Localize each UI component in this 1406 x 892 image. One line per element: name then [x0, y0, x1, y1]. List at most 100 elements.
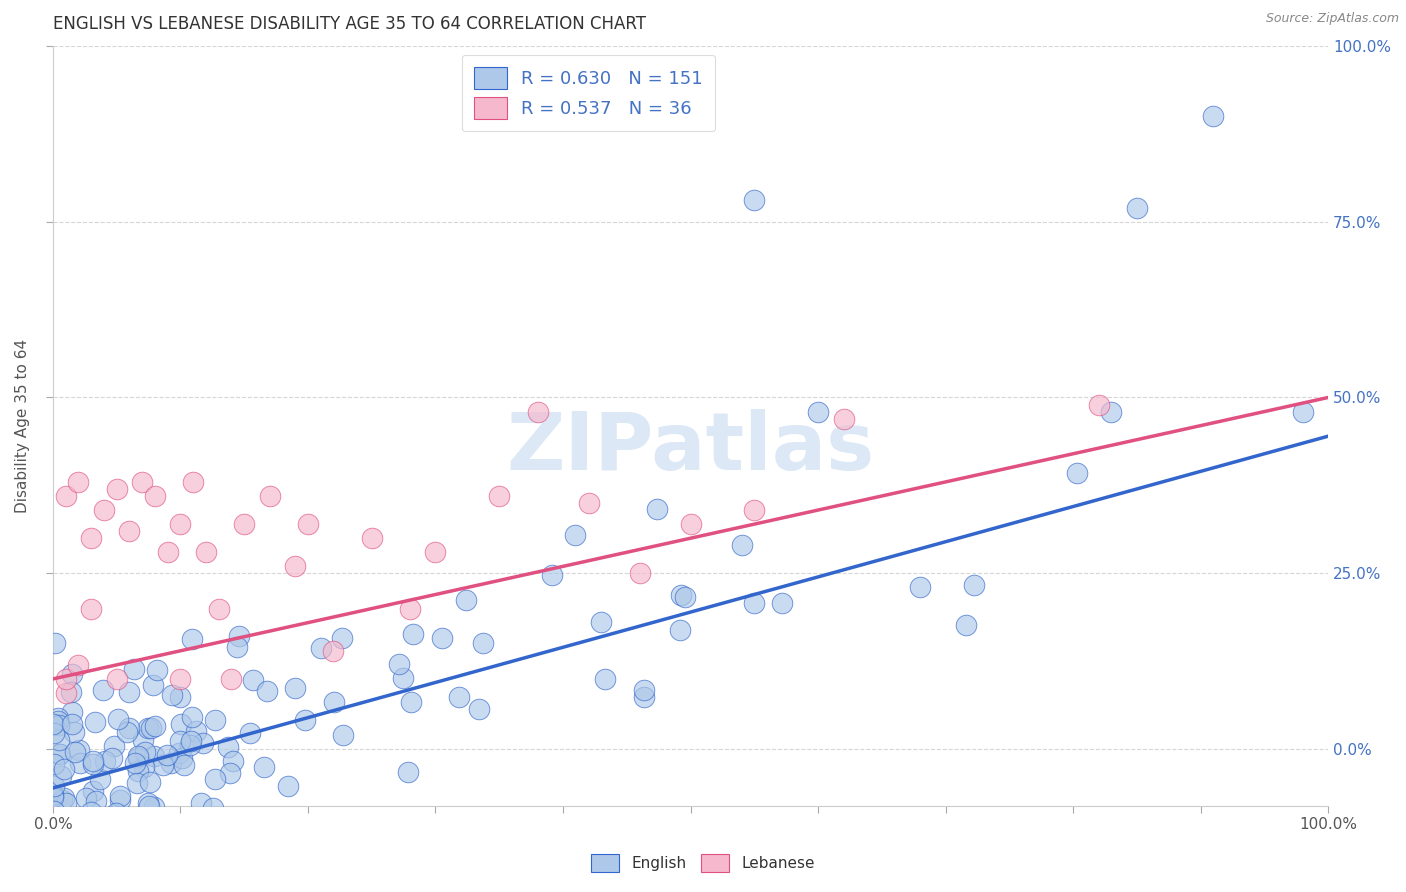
Point [155, 747, 177, 762]
Point [173, 758, 195, 772]
Point [633, 683, 655, 698]
Point [181, 475, 204, 489]
Point [1099, 404, 1122, 418]
Point [472, 636, 495, 650]
Point [82, 784, 104, 798]
Point [169, 672, 191, 686]
Point [284, 681, 307, 695]
Point [963, 578, 986, 592]
Point [143, 489, 166, 503]
Point [156, 545, 179, 559]
Point [105, 806, 128, 821]
Point [69, 847, 91, 862]
Point [191, 736, 214, 750]
Y-axis label: Disability Age 35 to 64: Disability Age 35 to 64 [15, 339, 30, 513]
Point [131, 732, 153, 747]
Point [294, 713, 316, 727]
Point [46, 714, 69, 729]
Point [454, 593, 477, 607]
Point [53, 791, 76, 805]
Point [110, 789, 132, 803]
Legend: R = 0.630   N = 151, R = 0.537   N = 36: R = 0.630 N = 151, R = 0.537 N = 36 [461, 54, 716, 131]
Point [60, 717, 83, 731]
Point [160, 688, 183, 702]
Point [138, 799, 160, 814]
Point [46, 847, 69, 862]
Point [322, 644, 344, 658]
Point [204, 772, 226, 786]
Point [172, 750, 194, 764]
Point [910, 580, 932, 594]
Point [589, 615, 612, 629]
Point [742, 596, 765, 610]
Point [51, 793, 73, 807]
Point [468, 702, 491, 716]
Point [256, 684, 278, 698]
Point [42, 726, 65, 740]
Point [136, 796, 159, 810]
Point [48, 733, 70, 747]
Point [49, 747, 72, 761]
Point [55, 686, 77, 700]
Point [284, 559, 307, 574]
Point [214, 812, 236, 826]
Point [201, 801, 224, 815]
Point [105, 482, 128, 496]
Point [118, 722, 141, 736]
Point [170, 716, 193, 731]
Point [124, 756, 146, 770]
Point [108, 792, 131, 806]
Point [66, 847, 89, 862]
Point [226, 640, 249, 655]
Point [399, 695, 422, 709]
Text: ENGLISH VS LEBANESE DISABILITY AGE 35 TO 64 CORRELATION CHART: ENGLISH VS LEBANESE DISABILITY AGE 35 TO… [53, 15, 645, 33]
Point [117, 724, 139, 739]
Point [360, 531, 382, 545]
Point [807, 404, 830, 418]
Point [399, 601, 422, 615]
Point [67, 475, 90, 489]
Point [136, 721, 159, 735]
Point [42, 757, 65, 772]
Point [229, 819, 252, 833]
Point [169, 734, 191, 748]
Point [55, 489, 77, 503]
Point [142, 748, 165, 763]
Point [122, 662, 145, 676]
Point [233, 517, 256, 532]
Point [742, 503, 765, 517]
Point [53, 762, 76, 776]
Point [80, 531, 103, 545]
Legend: English, Lebanese: English, Lebanese [583, 846, 823, 880]
Point [152, 757, 174, 772]
Text: Source: ZipAtlas.com: Source: ZipAtlas.com [1265, 12, 1399, 25]
Point [564, 528, 586, 542]
Point [67, 657, 90, 672]
Point [44, 636, 66, 650]
Point [673, 590, 696, 604]
Text: ZIPatlas: ZIPatlas [506, 409, 875, 487]
Point [75, 791, 97, 805]
Point [98, 810, 121, 824]
Point [48, 718, 70, 732]
Point [204, 713, 226, 727]
Point [526, 404, 548, 418]
Point [69, 847, 91, 862]
Point [402, 627, 425, 641]
Point [396, 764, 419, 779]
Point [169, 517, 191, 532]
Point [181, 709, 204, 723]
Point [167, 747, 190, 761]
Point [90, 831, 112, 846]
Point [160, 756, 183, 771]
Point [253, 759, 276, 773]
Point [1202, 109, 1225, 123]
Point [63, 745, 86, 759]
Point [297, 517, 319, 532]
Point [82, 754, 104, 768]
Point [60, 705, 83, 719]
Point [832, 411, 855, 425]
Point [127, 748, 149, 763]
Point [221, 672, 243, 686]
Point [679, 517, 702, 532]
